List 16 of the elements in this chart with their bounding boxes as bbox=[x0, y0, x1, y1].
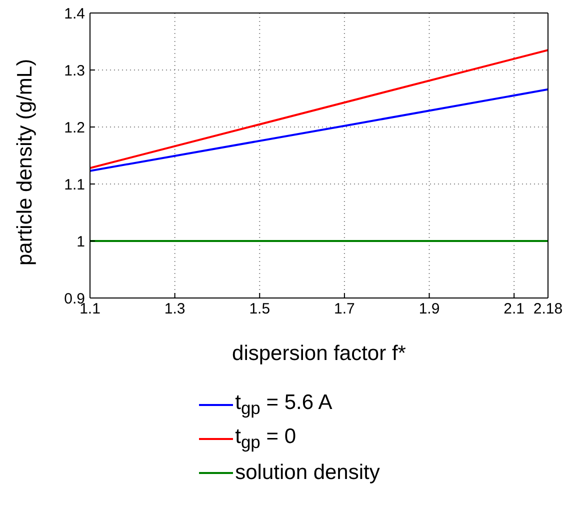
legend-label: t$_{gp}$ = 0 bbox=[235, 424, 296, 454]
x-tick-label: 1.9 bbox=[418, 300, 440, 318]
y-tick-label: 1.2 bbox=[64, 119, 85, 136]
x-tick-label: 1.3 bbox=[164, 300, 186, 318]
y-tick-label: 1 bbox=[76, 233, 85, 250]
legend-label: t$_{gp}$ = 5.6 A bbox=[235, 390, 332, 420]
y-tick-label: 1.1 bbox=[64, 176, 85, 194]
legend-label: solution density bbox=[235, 461, 380, 485]
y-axis-title: particle density (g/mL) bbox=[13, 58, 36, 266]
y-tick-label: 1.3 bbox=[64, 62, 85, 80]
x-tick-label: 2.1 bbox=[504, 300, 525, 318]
x-tick-label: 1.5 bbox=[249, 300, 270, 318]
x-axis-title: dispersion factor f* bbox=[232, 342, 406, 365]
y-tick-label: 1.4 bbox=[64, 5, 85, 22]
x-tick-label: 2.18 bbox=[533, 300, 563, 318]
x-tick-label: 1.7 bbox=[334, 300, 355, 318]
